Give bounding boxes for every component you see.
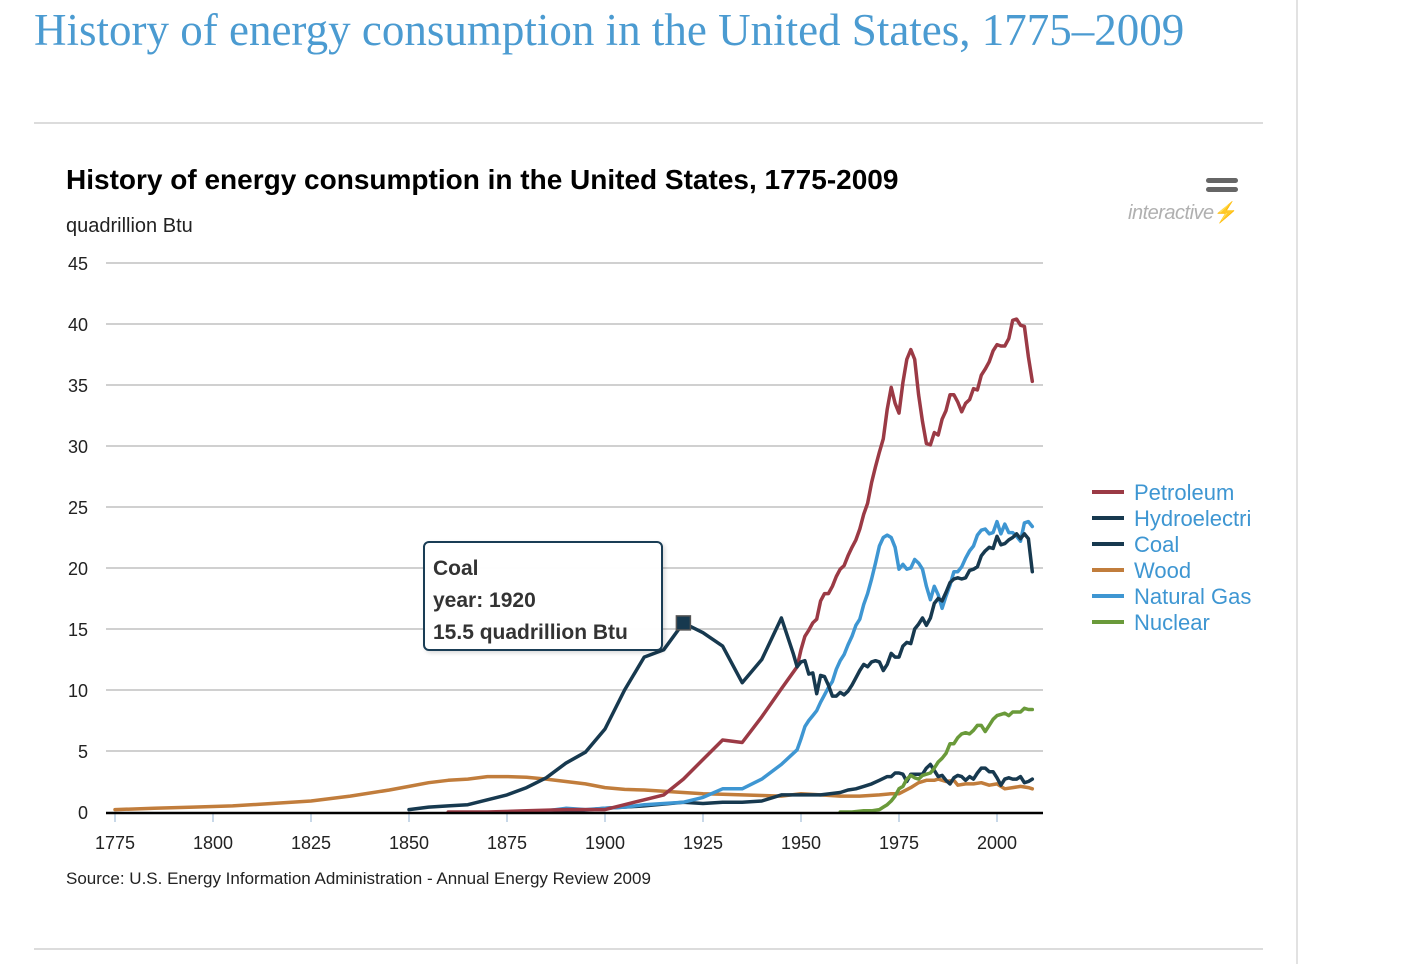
legend-item-nuclear[interactable]: Nuclear	[1092, 610, 1210, 635]
tooltip-marker[interactable]	[675, 615, 692, 631]
y-tick-label: 40	[68, 315, 88, 335]
lightning-bolt-icon: ⚡	[1213, 202, 1239, 224]
y-axis-ticks: 0 5 10 15 20 25 30 35 40 45	[68, 254, 88, 823]
x-tick-label: 1975	[879, 833, 919, 853]
y-axis-label: quadrillion Btu	[66, 215, 193, 237]
y-tick-label: 45	[68, 254, 88, 274]
chart-title: History of energy consumption in the Uni…	[66, 164, 898, 195]
legend-item-petroleum[interactable]: Petroleum	[1092, 480, 1234, 505]
series-lines	[113, 317, 1035, 814]
tooltip-value: 15.5 quadrillion Btu	[433, 621, 628, 644]
series-line-natural-gas[interactable]	[544, 519, 1035, 813]
interactive-label: interactive	[1128, 202, 1214, 224]
interactive-badge[interactable]: interactive⚡	[1128, 200, 1239, 225]
tooltip-series: Coal	[433, 557, 479, 580]
y-tick-label: 20	[68, 559, 88, 579]
hamburger-menu-icon-bar	[1206, 187, 1238, 192]
y-tick-label: 15	[68, 620, 88, 640]
y-tick-label: 0	[78, 803, 88, 823]
legend-item-natural-gas[interactable]: Natural Gas	[1092, 584, 1251, 609]
series-line-wood[interactable]	[113, 774, 1035, 812]
header-divider	[34, 122, 1263, 124]
series-line-hydroelectri[interactable]	[544, 762, 1035, 814]
legend-item-wood[interactable]: Wood	[1092, 558, 1191, 583]
x-tick-label: 1800	[193, 833, 233, 853]
footer-divider	[34, 948, 1263, 950]
legend-label: Hydroelectri	[1134, 506, 1251, 531]
x-tick-label: 1825	[291, 833, 331, 853]
legend-item-coal[interactable]: Coal	[1092, 532, 1179, 557]
legend-label: Petroleum	[1134, 480, 1234, 505]
x-tick-label: 1850	[389, 833, 429, 853]
y-tick-label: 10	[68, 681, 88, 701]
tooltip: Coal year: 1920 15.5 quadrillion Btu	[423, 541, 663, 651]
series-line-nuclear[interactable]	[838, 706, 1035, 814]
legend-label: Nuclear	[1134, 610, 1210, 635]
y-tick-label: 35	[68, 376, 88, 396]
x-tick-label: 1950	[781, 833, 821, 853]
series-line-coal[interactable]	[407, 532, 1035, 812]
x-tick-label: 1925	[683, 833, 723, 853]
series-line-petroleum[interactable]	[446, 317, 1035, 814]
source-note: Source: U.S. Energy Information Administ…	[66, 869, 651, 888]
x-tick-label: 1875	[487, 833, 527, 853]
y-tick-label: 30	[68, 437, 88, 457]
x-tick-label: 1775	[95, 833, 135, 853]
page-title: History of energy consumption in the Uni…	[34, 5, 1185, 55]
y-tick-label: 25	[68, 498, 88, 518]
legend-label: Natural Gas	[1134, 584, 1251, 609]
legend-item-hydroelectri[interactable]: Hydroelectri	[1092, 506, 1251, 531]
legend-label: Wood	[1134, 558, 1191, 583]
gridlines	[106, 262, 1043, 752]
legend-label: Coal	[1134, 532, 1179, 557]
x-tick-label: 1900	[585, 833, 625, 853]
page-edge-divider	[1296, 0, 1298, 964]
tooltip-year: year: 1920	[433, 589, 536, 612]
hamburger-menu-icon	[1206, 178, 1238, 183]
y-tick-label: 5	[78, 742, 88, 762]
x-tick-label: 2000	[977, 833, 1017, 853]
x-axis-ticks: 1775 1800 1825 1850 1875 1900 1925 1950 1975 2000	[95, 814, 1017, 853]
chart-menu-button[interactable]	[1204, 178, 1240, 196]
